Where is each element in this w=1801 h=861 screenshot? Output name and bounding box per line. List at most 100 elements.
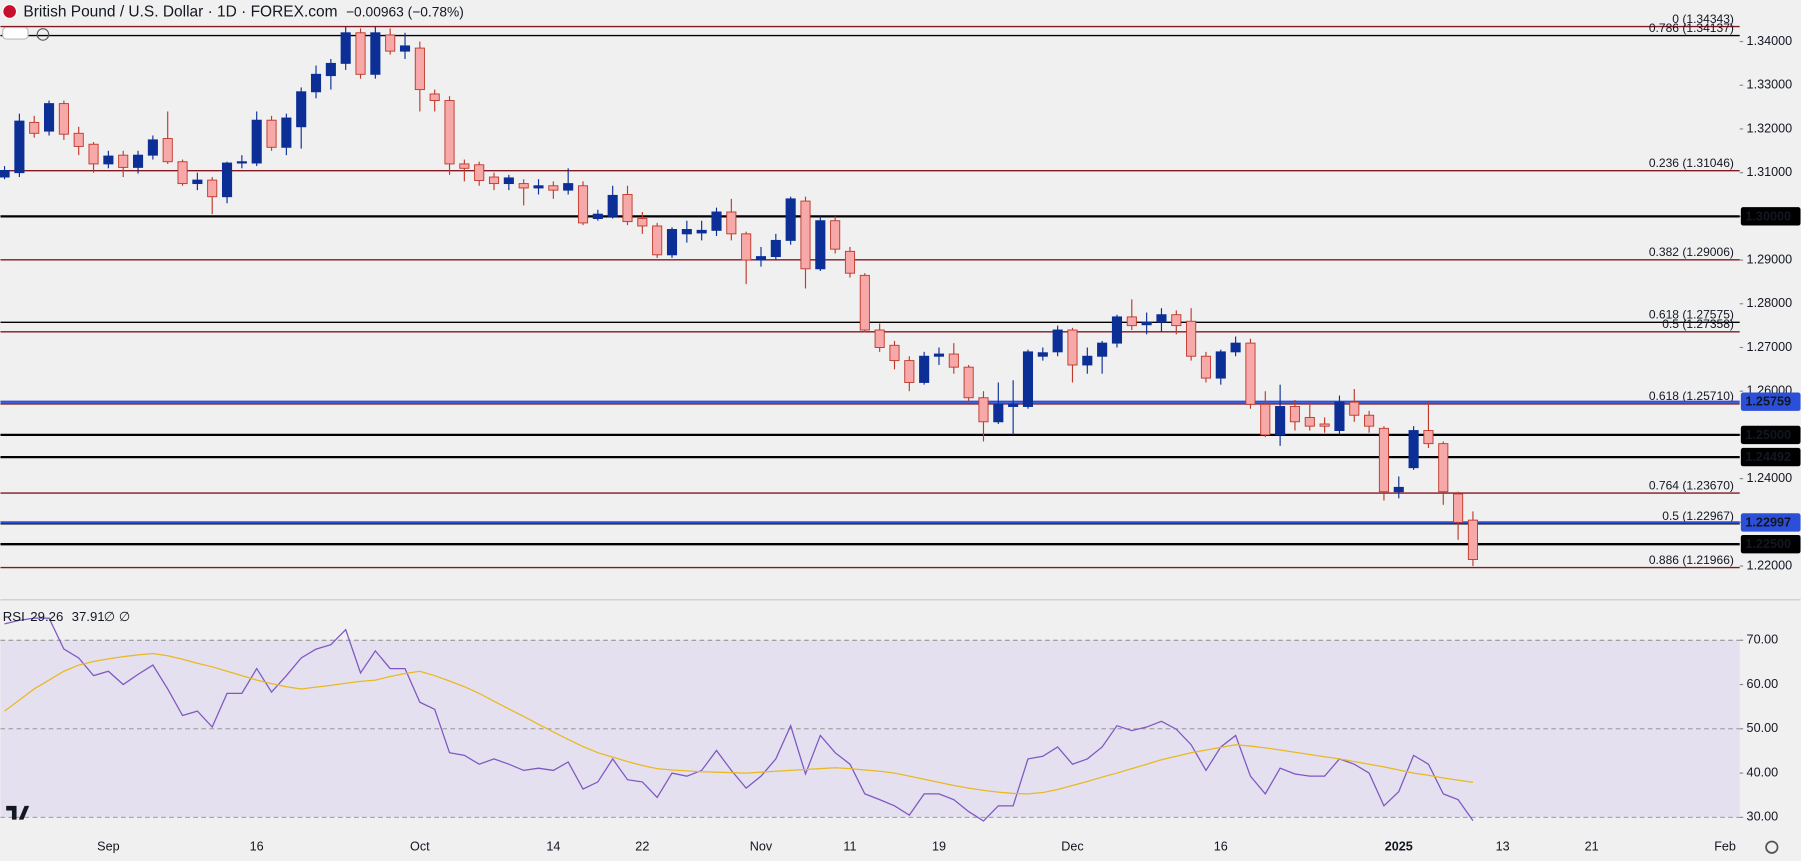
eye-icon[interactable] <box>36 28 50 41</box>
candle-body <box>0 170 10 178</box>
symbol-title: British Pound / U.S. Dollar · 1D · FOREX… <box>23 4 337 21</box>
candle-body <box>963 366 974 399</box>
candle-body <box>325 62 336 77</box>
candle-body <box>844 250 856 274</box>
x-tick-label: 14 <box>546 840 560 854</box>
x-tick-label: Sep <box>97 840 119 854</box>
candle-body <box>1097 342 1108 357</box>
candle-body <box>221 162 233 198</box>
candle-body <box>385 34 396 52</box>
y-tick-label: 1.28000 <box>1747 296 1793 310</box>
candle-body <box>533 185 544 189</box>
candle-body <box>429 93 440 101</box>
price-pane: 1.220001.230001.240001.250001.260001.270… <box>0 12 1801 572</box>
candle-body <box>162 138 173 163</box>
candle-body <box>1008 403 1019 407</box>
x-tick-label: 21 <box>1585 840 1599 854</box>
candle-body <box>370 32 381 75</box>
candle-body <box>755 256 767 261</box>
candle-body <box>444 100 455 165</box>
candle-body <box>1245 342 1256 405</box>
y-tick-label: 30.00 <box>1747 810 1779 824</box>
rsi-ma-value: 37.91 <box>72 609 105 624</box>
candle-body <box>1215 351 1226 379</box>
candle-body <box>874 329 885 348</box>
x-tick-label: Oct <box>410 840 430 854</box>
fib-label: 0.5 (1.27358) <box>1662 317 1734 331</box>
x-tick-label: 22 <box>635 840 649 854</box>
candle-body <box>637 218 648 227</box>
candle-body <box>1378 427 1389 493</box>
candle-body <box>666 229 678 256</box>
candle-body <box>1126 316 1137 327</box>
candle-body <box>340 32 351 64</box>
candle-body <box>577 185 589 224</box>
candle-body <box>1022 351 1034 407</box>
time-axis: Sep 16 Oct 14 22 Nov 11 19 Dec 16 2025 13 21 Feb <box>97 840 1736 854</box>
candle-body <box>770 239 781 258</box>
candle-body <box>207 179 218 198</box>
fib-label: 0 (1.34343) <box>1672 12 1734 26</box>
candle-body <box>1186 320 1197 357</box>
candle-body <box>1349 401 1360 416</box>
candle-body <box>399 45 411 52</box>
candle-body <box>978 397 989 423</box>
fib-label: 0.5 (1.22967) <box>1662 509 1734 523</box>
candle-body <box>548 185 559 191</box>
candle-body <box>310 73 322 93</box>
indicator-toggle[interactable] <box>2 26 29 40</box>
y-tick-label: 40.00 <box>1747 765 1779 779</box>
candle-body <box>132 154 144 168</box>
candle-body <box>1334 401 1345 431</box>
candle-body <box>29 121 40 134</box>
candle-body <box>563 183 574 191</box>
candle-body <box>1171 314 1182 327</box>
candle-body <box>518 183 529 189</box>
candle-body <box>904 360 915 383</box>
candle-body <box>711 211 722 231</box>
y-tick-label: 1.24000 <box>1747 471 1793 485</box>
candle-body <box>889 344 900 362</box>
candle-body <box>1319 423 1330 427</box>
candle-body <box>1289 406 1301 423</box>
x-tick-label: Dec <box>1061 840 1083 854</box>
candle-body <box>296 91 307 128</box>
rsi-pane: 30.00 40.00 50.00 60.00 70.00 <box>0 617 1779 824</box>
y-tick-label: 1.29000 <box>1747 252 1793 266</box>
candle-body <box>815 220 826 270</box>
candle-body <box>103 155 114 165</box>
candle-body <box>592 213 603 220</box>
candle-body <box>622 194 633 223</box>
candle-body <box>1453 493 1464 523</box>
candle-body <box>681 229 692 235</box>
price-badge <box>1740 392 1801 411</box>
fib-label: 0.618 (1.25710) <box>1649 389 1734 403</box>
candle-body <box>1082 355 1093 366</box>
y-tick-label: 1.31000 <box>1747 165 1793 179</box>
rsi-title: RSI <box>3 609 25 624</box>
fib-label: 0.618 (1.27575) <box>1649 308 1734 322</box>
candle-body <box>1037 352 1048 357</box>
candle-body <box>741 233 752 261</box>
header: British Pound / U.S. Dollar · 1D · FOREX… <box>2 4 1779 854</box>
candle-body <box>933 353 945 357</box>
candle-body <box>355 32 366 75</box>
y-tick-label: 60.00 <box>1747 677 1779 691</box>
candle-body <box>830 220 841 250</box>
candle-body <box>1423 430 1434 445</box>
candle-body <box>44 103 55 132</box>
candle-body <box>785 198 796 241</box>
candle-body <box>147 139 158 156</box>
x-tick-label: 11 <box>843 840 856 854</box>
fib-label: 0.382 (1.29006) <box>1649 245 1734 259</box>
candle-body <box>88 143 99 165</box>
x-tick-label: 19 <box>932 840 946 854</box>
price-change: −0.00963 (−0.78%) <box>346 4 464 19</box>
candle-body <box>177 161 188 185</box>
settings-icon[interactable] <box>1765 840 1779 854</box>
candle-body <box>1141 321 1152 326</box>
tv-logo[interactable] <box>6 805 30 820</box>
price-badge-label: 1.25759 <box>1745 395 1791 409</box>
y-tick-label: 50.00 <box>1747 721 1779 735</box>
candle-body <box>14 120 25 174</box>
